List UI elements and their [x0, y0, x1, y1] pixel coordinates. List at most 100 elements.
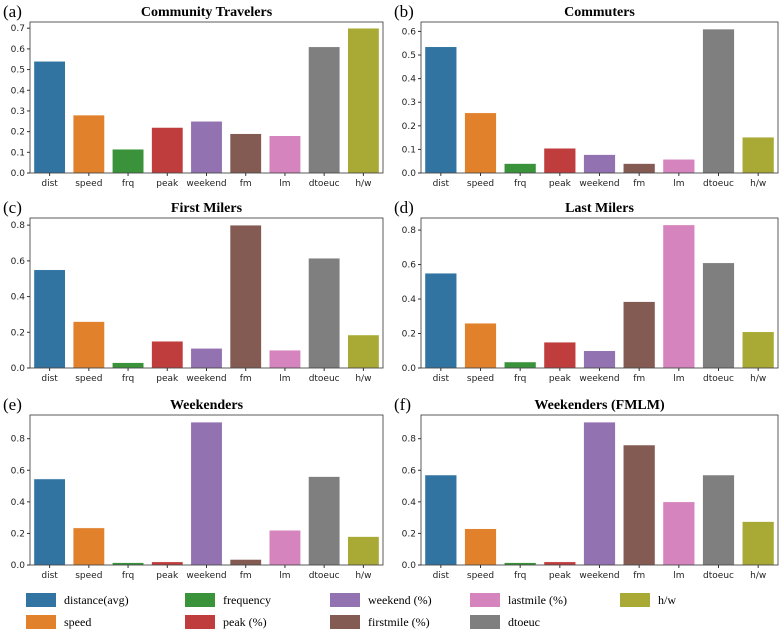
bar-dtoeuc	[702, 28, 735, 174]
x-tick-label: h/w	[355, 374, 371, 384]
bar-h/w	[742, 136, 775, 174]
bar-h/w	[347, 536, 380, 566]
x-tick-label: dist	[41, 374, 58, 384]
legend-swatch	[185, 615, 215, 629]
y-tick-label: 0.8	[402, 435, 417, 445]
panel-label: (b)	[394, 2, 414, 21]
x-tick-label: speed	[75, 179, 102, 189]
bar-speed	[72, 527, 105, 566]
bar-h/w	[347, 27, 380, 174]
panel-label: (f)	[394, 395, 411, 414]
y-tick-label: 0.6	[11, 466, 26, 476]
bar-dist	[33, 269, 66, 369]
bar-speed	[464, 322, 497, 369]
bar-h/w	[742, 331, 775, 369]
y-tick-label: 0.4	[402, 498, 417, 508]
x-tick-label: dist	[41, 179, 58, 189]
bar-speed	[72, 114, 105, 174]
legend-swatch	[26, 593, 56, 607]
y-tick-label: 0.2	[11, 128, 25, 138]
bar-dist	[33, 61, 66, 174]
bar-h/w	[347, 334, 380, 369]
x-tick-label: peak	[156, 374, 179, 384]
y-tick-label: 0.6	[11, 257, 26, 267]
bar-frq	[112, 362, 144, 369]
x-tick-label: speed	[467, 179, 494, 189]
bar-lm	[662, 159, 695, 174]
bar-weekend	[583, 154, 616, 174]
x-tick-label: lm	[673, 571, 684, 581]
x-tick-label: dtoeuc	[309, 179, 340, 189]
bar-dtoeuc	[702, 474, 735, 566]
x-tick-label: frq	[514, 179, 526, 189]
bar-weekend	[190, 348, 223, 369]
legend-item: peak (%)	[185, 615, 267, 629]
x-tick-label: lm	[279, 374, 290, 384]
bar-weekend	[190, 421, 223, 566]
x-tick-label: peak	[549, 374, 572, 384]
y-tick-label: 0.0	[11, 169, 26, 179]
x-tick-label: lm	[279, 179, 290, 189]
bar-peak	[151, 561, 184, 566]
legend-label: peak (%)	[223, 615, 267, 629]
x-tick-label: h/w	[355, 571, 371, 581]
bar-lm	[662, 501, 695, 566]
bar-speed	[464, 528, 497, 566]
y-tick-label: 0.0	[11, 364, 26, 374]
y-tick-label: 0.5	[402, 51, 416, 61]
legend-swatch	[620, 593, 650, 607]
x-tick-label: lm	[279, 571, 290, 581]
x-tick-label: weekend	[186, 374, 226, 384]
panel-label: (e)	[3, 395, 22, 414]
x-tick-label: frq	[122, 571, 134, 581]
bar-weekend	[583, 421, 616, 566]
x-tick-label: dist	[41, 571, 58, 581]
bar-peak	[543, 147, 576, 174]
legend-label: h/w	[658, 593, 676, 607]
y-tick-label: 0.3	[11, 107, 25, 117]
bar-speed	[72, 321, 105, 369]
x-tick-label: weekend	[579, 179, 619, 189]
x-tick-label: frq	[514, 571, 526, 581]
y-tick-label: 0.6	[402, 466, 417, 476]
subplot-title: Commuters	[564, 5, 635, 20]
bar-frq	[112, 148, 144, 174]
y-tick-label: 0.3	[402, 98, 416, 108]
x-tick-label: peak	[156, 179, 179, 189]
x-tick-label: dist	[433, 374, 450, 384]
bar-speed	[464, 112, 497, 174]
panel-label: (a)	[3, 2, 22, 21]
bar-fm	[623, 163, 656, 174]
bar-lm	[269, 349, 301, 369]
subplot-title: Last Milers	[565, 201, 634, 216]
x-tick-label: dtoeuc	[703, 374, 734, 384]
subplot-2: dist speed frq peak weekend fm lm dtoeuc h/w 0.0 0…	[394, 2, 779, 189]
y-tick-label: 0.8	[11, 435, 26, 445]
subplot-title: Weekenders	[170, 398, 244, 413]
axes-frame	[420, 21, 779, 174]
x-tick-label: speed	[75, 571, 102, 581]
bar-lm	[269, 135, 301, 174]
subplot-3: dist speed frq peak weekend fm lm dtoeuc h/w 0.0 0…	[3, 198, 384, 384]
bar-fm	[229, 224, 262, 369]
legend: distance(avg) frequency weekend (%) lastmil…	[26, 593, 676, 629]
legend-item: h/w	[620, 593, 676, 607]
legend-item: frequency	[185, 593, 271, 607]
bar-h/w	[742, 521, 775, 566]
x-tick-label: fm	[633, 179, 645, 189]
x-tick-label: fm	[240, 571, 252, 581]
y-tick-label: 0.7	[11, 24, 25, 34]
y-tick-label: 0.5	[11, 66, 25, 76]
legend-item: distance(avg)	[26, 593, 129, 607]
x-tick-label: lm	[673, 179, 684, 189]
x-tick-label: weekend	[579, 374, 619, 384]
y-tick-label: 0.8	[11, 221, 26, 231]
subplot-1: dist speed frq peak weekend fm lm dtoeuc h/w 0.0 0…	[3, 2, 384, 189]
axes-frame	[29, 217, 384, 369]
bar-fm	[623, 444, 656, 566]
bar-dtoeuc	[308, 257, 341, 369]
y-tick-label: 0.4	[11, 293, 26, 303]
bar-dist	[424, 46, 457, 174]
subplot-5: dist speed frq peak weekend fm lm dtoeuc h/w 0.0 0…	[3, 395, 384, 581]
